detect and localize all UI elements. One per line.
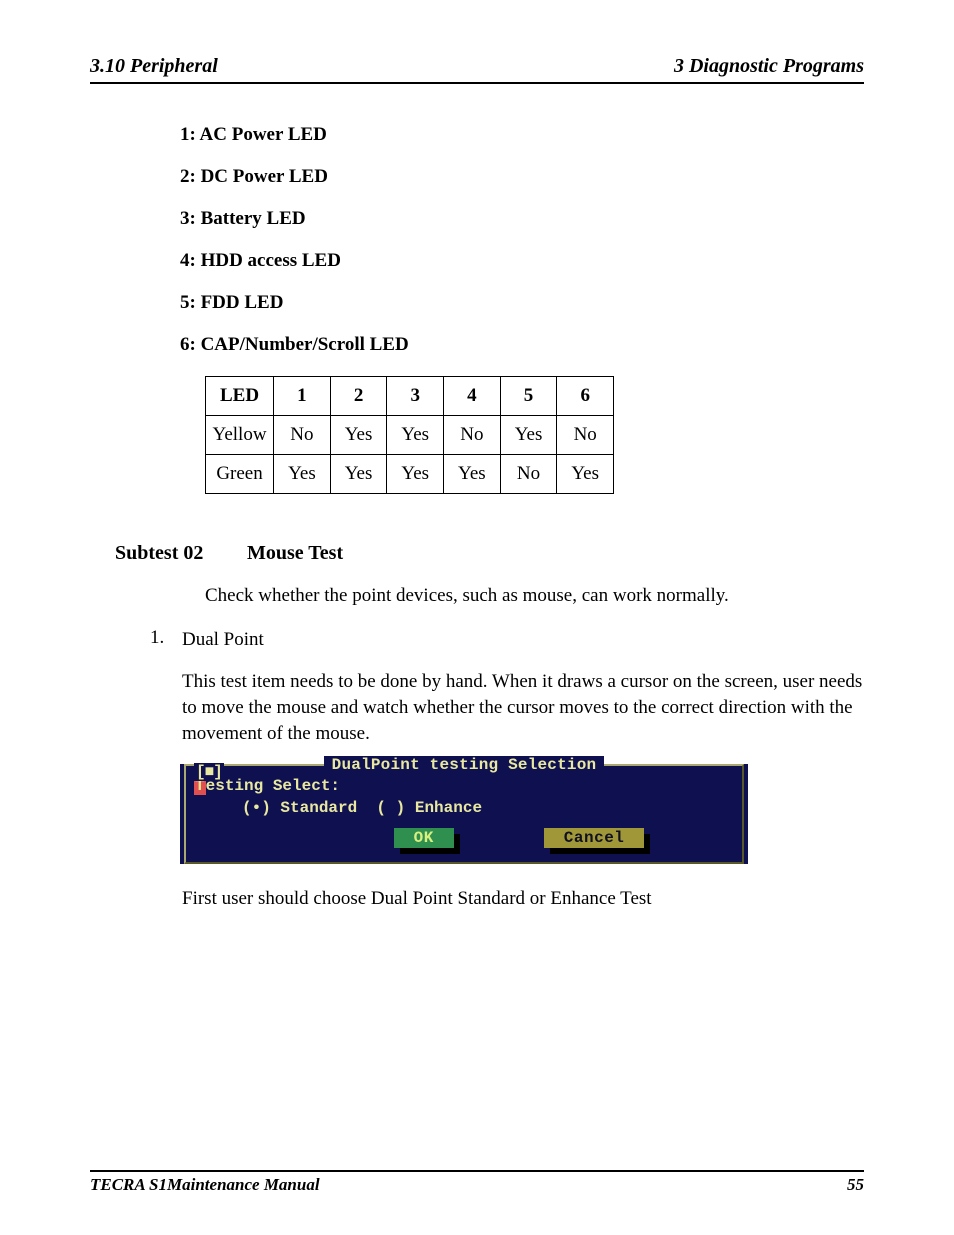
dialog-title-row: DualPoint testing Selection: [194, 756, 734, 774]
dialog-button-row: OK Cancel: [194, 828, 734, 848]
th-led: LED: [206, 377, 274, 416]
dialog-line-1-rest: esting Select:: [206, 777, 340, 795]
header-left: 3.10 Peripheral: [90, 55, 218, 78]
page-footer: TECRA S1Maintenance Manual 55: [90, 1170, 864, 1195]
after-terminal-text: First user should choose Dual Point Stan…: [182, 886, 864, 912]
dialog-radio-options[interactable]: (•) Standard ( ) Enhance: [194, 798, 734, 818]
dialog-title: DualPoint testing Selection: [324, 756, 605, 774]
th-2: 2: [330, 377, 387, 416]
cell: Yes: [274, 455, 331, 494]
list-item-paragraph: This test item needs to be done by hand.…: [182, 669, 864, 746]
th-4: 4: [444, 377, 501, 416]
cell: Yes: [557, 455, 614, 494]
cancel-button[interactable]: Cancel: [544, 828, 645, 848]
cell: No: [444, 416, 501, 455]
subtest-title: Mouse Test: [247, 542, 343, 565]
cell: No: [500, 455, 557, 494]
cell: Yes: [500, 416, 557, 455]
cell: No: [557, 416, 614, 455]
row-label-yellow: Yellow: [206, 416, 274, 455]
led-item-5: 5: FDD LED: [180, 292, 864, 314]
cell: No: [274, 416, 331, 455]
led-table: LED 1 2 3 4 5 6 Yellow No Yes Yes No Yes…: [205, 376, 614, 494]
cell: Yes: [330, 416, 387, 455]
th-3: 3: [387, 377, 444, 416]
ok-button[interactable]: OK: [394, 828, 454, 848]
subtest-number: Subtest 02: [115, 542, 247, 565]
led-item-4: 4: HDD access LED: [180, 250, 864, 272]
list-item-title: Dual Point: [182, 627, 264, 654]
led-item-2: 2: DC Power LED: [180, 166, 864, 188]
led-item-6: 6: CAP/Number/Scroll LED: [180, 334, 864, 356]
footer-left: TECRA S1Maintenance Manual: [90, 1175, 320, 1195]
th-5: 5: [500, 377, 557, 416]
cell: Yes: [387, 416, 444, 455]
row-label-green: Green: [206, 455, 274, 494]
dualpoint-dialog: [■] DualPoint testing Selection Testing …: [180, 764, 748, 864]
table-row: Yellow No Yes Yes No Yes No: [206, 416, 614, 455]
cell: Yes: [444, 455, 501, 494]
led-definition-list: 1: AC Power LED 2: DC Power LED 3: Batte…: [180, 124, 864, 356]
subtest-description: Check whether the point devices, such as…: [205, 583, 864, 609]
footer-right: 55: [847, 1175, 864, 1195]
header-right: 3 Diagnostic Programs: [674, 55, 864, 78]
dialog-border: [■] DualPoint testing Selection Testing …: [184, 764, 744, 864]
table-row: Green Yes Yes Yes Yes No Yes: [206, 455, 614, 494]
list-item-1: 1. Dual Point: [150, 627, 864, 654]
th-6: 6: [557, 377, 614, 416]
cell: Yes: [387, 455, 444, 494]
subtest-heading: Subtest 02 Mouse Test: [115, 542, 864, 565]
dialog-line-1: Testing Select:: [194, 776, 734, 796]
page-header: 3.10 Peripheral 3 Diagnostic Programs: [90, 55, 864, 84]
led-item-3: 3: Battery LED: [180, 208, 864, 230]
led-item-1: 1: AC Power LED: [180, 124, 864, 146]
close-icon[interactable]: [■]: [194, 763, 224, 781]
table-header-row: LED 1 2 3 4 5 6: [206, 377, 614, 416]
page-content: 1: AC Power LED 2: DC Power LED 3: Batte…: [90, 124, 864, 1170]
cell: Yes: [330, 455, 387, 494]
list-item-number: 1.: [150, 627, 182, 654]
th-1: 1: [274, 377, 331, 416]
